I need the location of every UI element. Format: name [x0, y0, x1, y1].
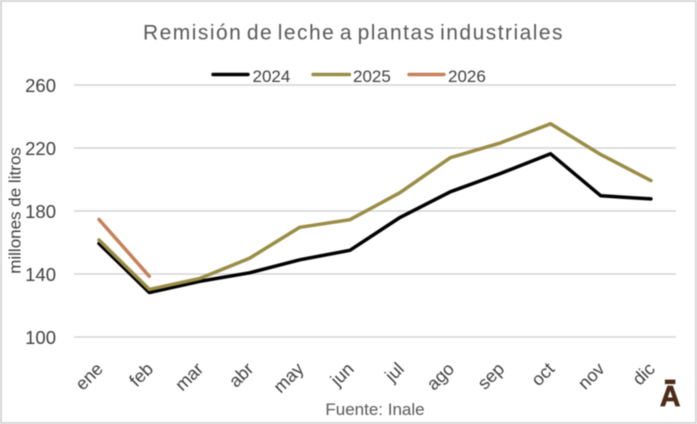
svg-text:2026: 2026	[448, 67, 486, 86]
svg-text:2025: 2025	[353, 67, 391, 86]
svg-text:Fuente: Inale: Fuente: Inale	[325, 400, 424, 419]
svg-text:100: 100	[25, 327, 56, 348]
svg-text:millones de litros: millones de litros	[6, 147, 25, 274]
svg-text:140: 140	[25, 264, 56, 285]
svg-text:2024: 2024	[253, 67, 291, 86]
svg-text:220: 220	[25, 138, 56, 159]
svg-text:A: A	[660, 381, 681, 413]
svg-text:180: 180	[25, 201, 56, 222]
svg-text:260: 260	[25, 75, 56, 96]
svg-text:Remisión de leche a plantas in: Remisión de leche a plantas industriales	[143, 22, 564, 45]
